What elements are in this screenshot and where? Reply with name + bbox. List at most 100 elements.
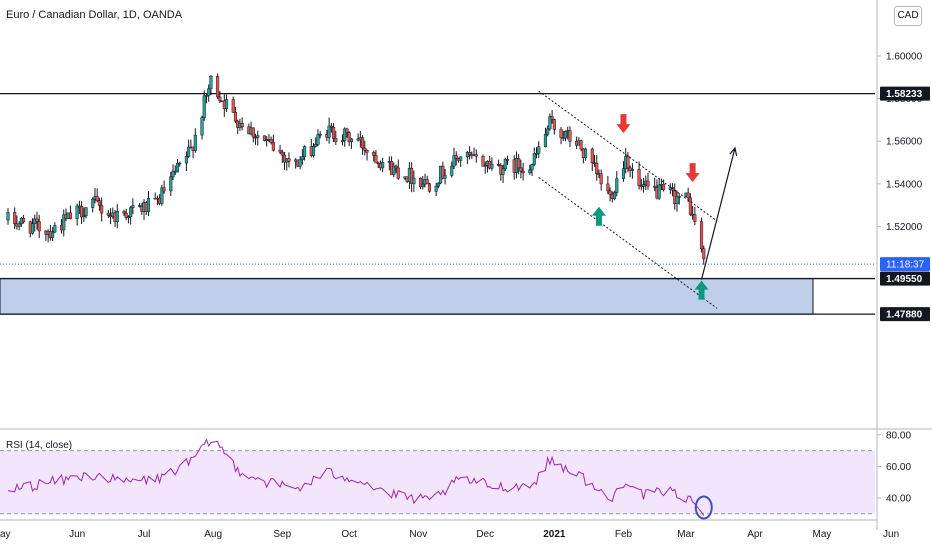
candle-body: [519, 167, 523, 172]
candle-body: [559, 129, 563, 138]
candle-body: [233, 112, 238, 122]
candle-body: [517, 158, 521, 169]
candle-body: [218, 96, 222, 102]
candle-body: [231, 99, 235, 113]
candle-body: [162, 187, 166, 192]
price-badge-label: 1.49550: [886, 274, 923, 285]
candle-body: [552, 119, 556, 130]
candle-body: [459, 156, 463, 161]
candle-body: [481, 156, 485, 167]
candle-body: [621, 168, 626, 179]
candle-body: [630, 169, 634, 171]
candle-body: [532, 153, 536, 165]
time-axis-label: Aug: [204, 529, 222, 540]
candle-body: [550, 116, 554, 120]
time-axis-label: Nov: [409, 529, 427, 540]
candle-body: [599, 173, 603, 185]
candle-body: [209, 76, 213, 90]
candle-body: [548, 116, 552, 130]
candle-body: [642, 184, 646, 187]
candle-body: [332, 127, 336, 139]
candle-body: [131, 205, 135, 209]
red-down-arrow-0: [616, 114, 631, 134]
currency-button[interactable]: CAD: [894, 6, 922, 26]
candle-body: [427, 183, 432, 192]
time-axis-label: Jul: [138, 529, 151, 540]
candle-body: [425, 179, 429, 185]
candle-body: [271, 142, 275, 151]
price-badge: [880, 86, 930, 101]
green-up-arrow-2: [591, 206, 606, 226]
candle-body: [436, 182, 440, 187]
candle-body: [175, 162, 180, 173]
green-up-arrow-3: [694, 280, 709, 300]
candle-body: [347, 132, 351, 142]
candle-body: [224, 99, 229, 109]
candle-body: [381, 162, 385, 169]
candle-body: [343, 128, 347, 141]
candle-body: [505, 159, 510, 161]
candle-body: [303, 146, 307, 157]
candle-body: [702, 248, 706, 260]
candle-body: [62, 214, 66, 231]
candle-body: [95, 196, 99, 201]
price-badge: [880, 271, 930, 286]
candle-body: [521, 170, 525, 174]
candle-body: [91, 198, 95, 208]
rsi-highlight-circle: [694, 495, 713, 520]
candle-body: [396, 167, 400, 179]
candle-body: [146, 198, 151, 212]
candle-body: [287, 158, 291, 162]
candle-body: [410, 167, 414, 185]
candle-body: [251, 127, 255, 138]
candle-body: [100, 205, 104, 214]
candle-body: [590, 148, 594, 163]
candle-body: [75, 205, 79, 219]
candle-body: [374, 155, 378, 164]
candle-body: [6, 212, 10, 221]
time-axis-label: Mar: [677, 529, 695, 540]
candle-body: [115, 211, 119, 223]
time-axis-label: Jun: [69, 529, 85, 540]
candle-body: [256, 135, 260, 138]
candle-body: [51, 231, 55, 238]
candle-body: [53, 225, 57, 233]
time-axis-label: Oct: [341, 529, 357, 540]
candle-body: [412, 177, 416, 185]
candle-body: [171, 170, 175, 178]
candle-body: [35, 218, 39, 222]
candle-body: [329, 125, 333, 128]
candle-body: [207, 88, 211, 96]
candle-body: [80, 206, 84, 218]
candle-body: [490, 164, 494, 169]
rsi-tick-label: 40.00: [886, 494, 911, 505]
candle-body: [126, 216, 130, 219]
candle-body: [528, 169, 532, 174]
candle-body: [537, 146, 541, 154]
price-tick-label: 1.56000: [886, 137, 923, 148]
time-axis-label: May: [812, 529, 831, 540]
candle-body: [349, 138, 353, 142]
candle-body: [497, 164, 501, 166]
candle-body: [17, 223, 21, 227]
candle-body: [84, 207, 88, 217]
candle-body: [97, 200, 101, 206]
candle-body: [563, 131, 568, 139]
price-tick-label: 1.60000: [886, 52, 923, 63]
candle-body: [677, 196, 681, 198]
candle-body: [37, 221, 41, 232]
candle-body: [626, 156, 630, 169]
red-down-arrow-1: [685, 163, 700, 183]
candle-body: [699, 221, 704, 250]
candle-body: [503, 159, 507, 170]
candle-body: [106, 212, 110, 216]
candle-body: [608, 190, 612, 195]
candle-body: [169, 176, 173, 192]
candle-body: [340, 140, 345, 142]
countdown-badge-label: 11:18:37: [886, 260, 925, 271]
candle-body: [334, 138, 338, 142]
rsi-band: [0, 450, 875, 514]
time-axis-label: Jun: [883, 529, 899, 540]
rsi-line: [7, 438, 705, 516]
